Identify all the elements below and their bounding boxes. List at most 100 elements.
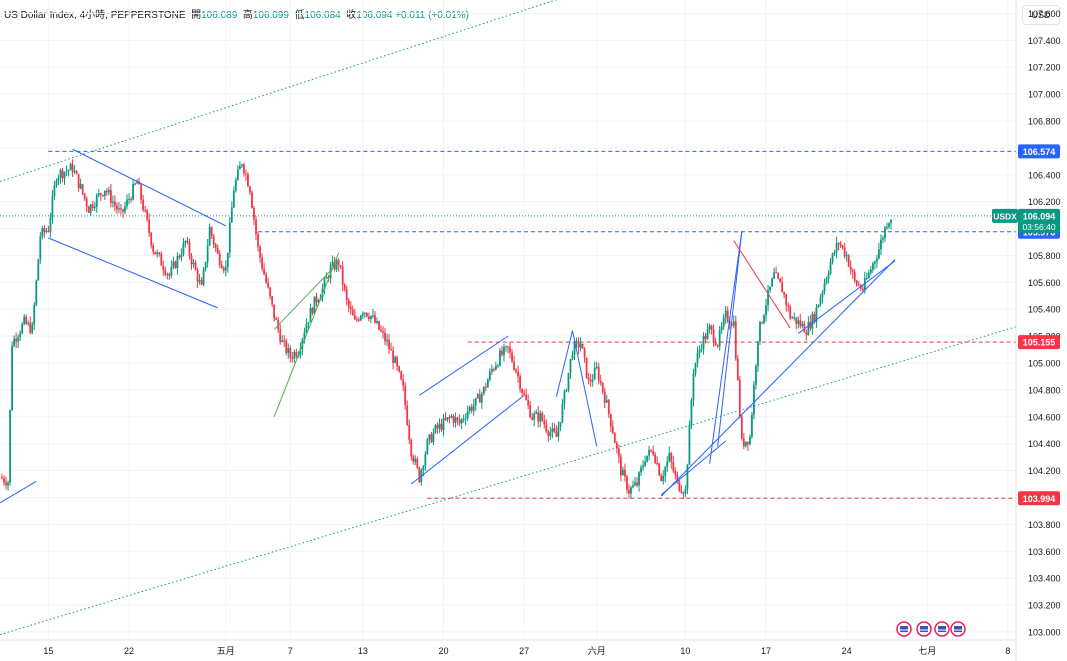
candle-body bbox=[170, 266, 173, 276]
candle-body bbox=[609, 413, 612, 427]
candle-body bbox=[466, 411, 469, 419]
candle-body bbox=[706, 329, 709, 340]
candle-body bbox=[740, 416, 743, 439]
data-source: PEPPERSTONE bbox=[110, 10, 186, 21]
chart-legend-header: US Dollar Index, 4小時, PEPPERSTONE 開106.0… bbox=[4, 10, 469, 21]
candle-body bbox=[142, 199, 145, 210]
candle-body bbox=[95, 195, 98, 207]
candle-body bbox=[797, 320, 800, 324]
y-tick-label: 104.400 bbox=[1028, 439, 1061, 449]
candle-body bbox=[116, 205, 118, 210]
candle-body bbox=[577, 341, 580, 348]
candle-body bbox=[315, 296, 318, 303]
candle-body bbox=[869, 269, 872, 273]
candle-body bbox=[642, 465, 644, 468]
candle-body bbox=[182, 242, 185, 255]
candle-body bbox=[744, 441, 747, 447]
candle-body bbox=[714, 341, 717, 346]
candle-body bbox=[857, 285, 860, 287]
candle-body bbox=[202, 269, 205, 285]
candle-body bbox=[283, 340, 286, 342]
trendline bbox=[48, 237, 218, 309]
candle-body bbox=[132, 183, 134, 200]
candle-body bbox=[236, 169, 239, 180]
candle-body bbox=[386, 339, 388, 342]
candle-body bbox=[89, 204, 92, 213]
candle-body bbox=[617, 448, 620, 457]
candle-body bbox=[499, 350, 501, 366]
candle-body bbox=[831, 253, 834, 263]
candle-body bbox=[837, 243, 840, 245]
candle-body bbox=[380, 329, 382, 332]
current-price-tag bbox=[1018, 208, 1060, 233]
candle-body bbox=[517, 371, 519, 377]
candle-body bbox=[17, 337, 20, 342]
candle-body bbox=[755, 366, 757, 385]
candle-body bbox=[863, 278, 866, 291]
candle-body bbox=[615, 442, 618, 449]
candle-body bbox=[180, 254, 183, 258]
candle-body bbox=[351, 309, 354, 316]
candle-body bbox=[849, 266, 852, 270]
candle-body bbox=[674, 470, 677, 475]
candle-body bbox=[765, 305, 767, 316]
currency-button[interactable]: USD bbox=[1022, 5, 1060, 25]
symbol-name[interactable]: US Dollar Index bbox=[4, 10, 75, 21]
candle-body bbox=[839, 243, 842, 246]
event-icons bbox=[896, 621, 966, 637]
candle-body bbox=[529, 405, 532, 418]
candle-body bbox=[462, 419, 465, 421]
candle-body bbox=[658, 463, 661, 476]
candle-body bbox=[192, 262, 195, 265]
trendline bbox=[797, 260, 896, 334]
candle-body bbox=[823, 283, 826, 292]
candle-body bbox=[757, 341, 759, 367]
candle-body bbox=[43, 228, 46, 232]
y-tick-label: 103.400 bbox=[1028, 574, 1061, 584]
candle-body bbox=[734, 321, 737, 359]
trendline bbox=[0, 480, 37, 504]
y-tick-label: 105.600 bbox=[1028, 278, 1061, 288]
candle-body bbox=[160, 253, 163, 266]
candle-body bbox=[392, 350, 394, 363]
candle-body bbox=[398, 366, 401, 372]
candle-body bbox=[751, 414, 753, 437]
candle-body bbox=[732, 321, 735, 326]
candle-body bbox=[45, 230, 48, 232]
candle-body bbox=[464, 418, 467, 420]
trendline bbox=[273, 261, 340, 330]
candle-body bbox=[196, 270, 199, 282]
candle-body bbox=[694, 363, 697, 374]
candle-body bbox=[295, 351, 298, 357]
candle-body bbox=[551, 428, 554, 433]
candle-body bbox=[853, 272, 856, 281]
candle-body bbox=[184, 240, 187, 243]
trendline bbox=[660, 259, 896, 497]
change-percent: (+0.01%) bbox=[428, 10, 469, 21]
level-price-label: 106.574 bbox=[1023, 147, 1056, 157]
candle-body bbox=[416, 459, 419, 468]
candle-body bbox=[704, 335, 707, 340]
candle-body bbox=[156, 252, 159, 255]
candle-body bbox=[293, 351, 296, 359]
candle-body bbox=[696, 352, 699, 364]
candle-body bbox=[61, 170, 64, 179]
candle-body bbox=[418, 467, 421, 482]
candle-body bbox=[821, 291, 824, 298]
candle-body bbox=[228, 222, 231, 253]
interval[interactable]: 4小時 bbox=[79, 10, 106, 21]
candle-body bbox=[341, 266, 344, 285]
y-tick-label: 107.600 bbox=[1028, 9, 1061, 19]
candle-body bbox=[226, 252, 229, 267]
candle-body bbox=[549, 432, 552, 437]
trendlines bbox=[0, 148, 896, 504]
candle-body bbox=[817, 304, 820, 308]
candle-body bbox=[843, 247, 846, 257]
candle-body bbox=[827, 273, 830, 279]
x-tick-label: 17 bbox=[761, 646, 771, 656]
candle-body bbox=[805, 332, 808, 336]
candle-body bbox=[25, 316, 28, 324]
candle-body bbox=[37, 259, 40, 281]
candle-body bbox=[511, 352, 513, 362]
